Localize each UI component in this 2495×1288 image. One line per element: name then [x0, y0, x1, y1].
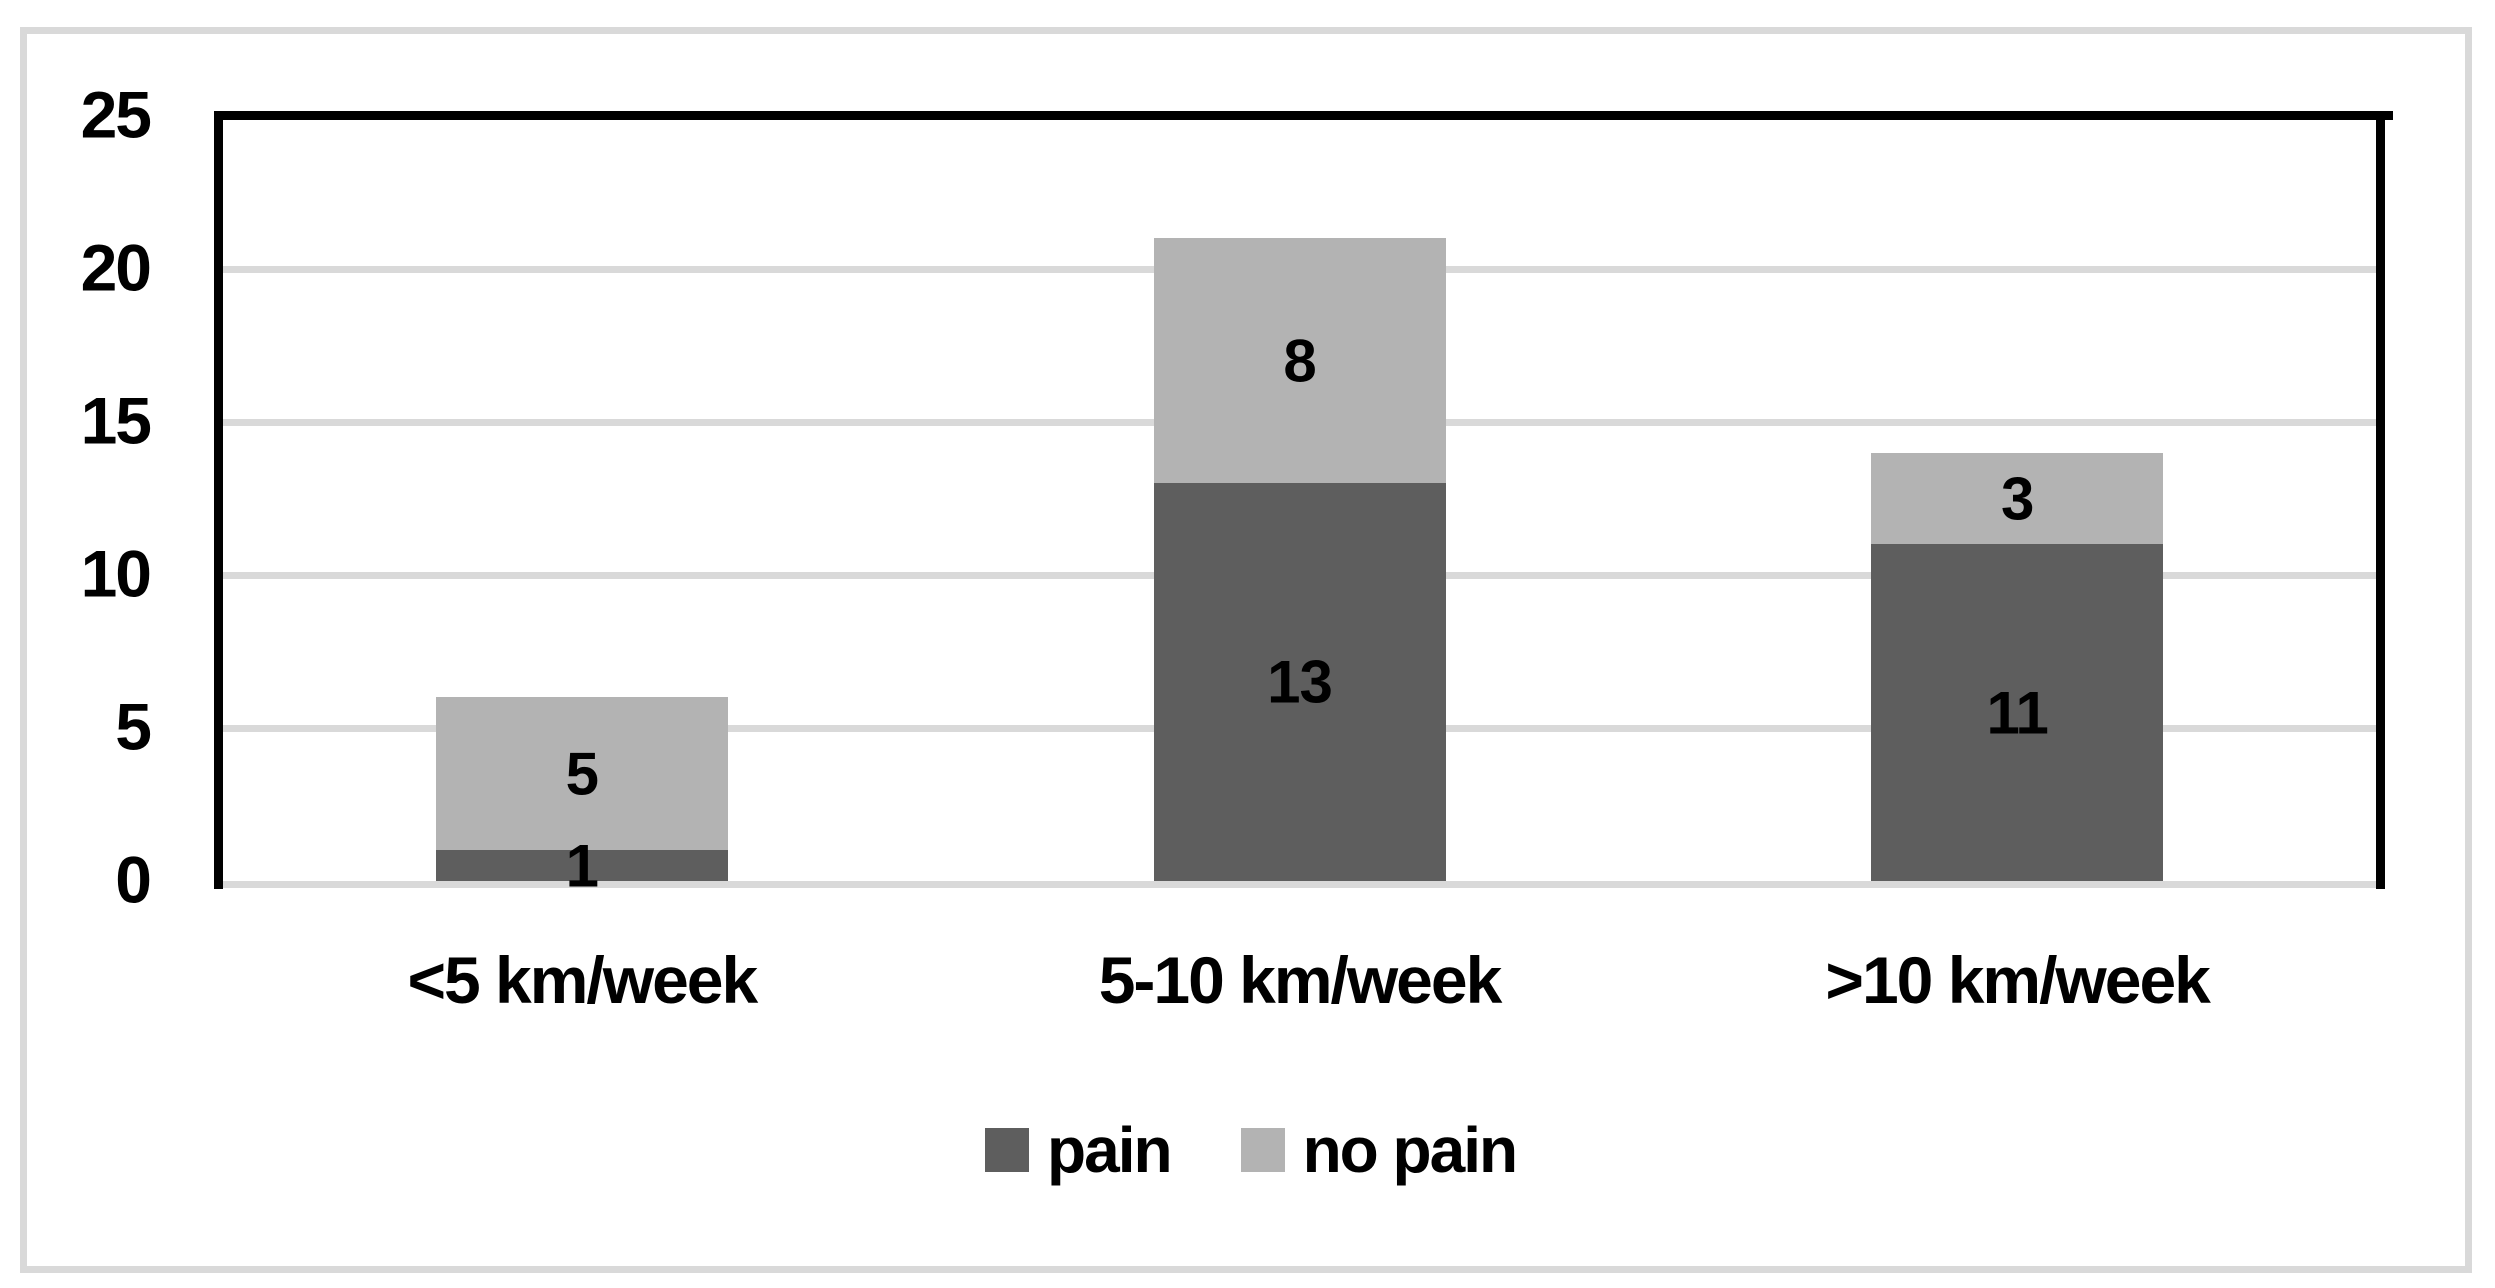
- legend-label-no-pain: no pain: [1302, 1114, 1519, 1186]
- no-pain-swatch-icon: [1240, 1128, 1285, 1172]
- legend-label-pain: pain: [1047, 1114, 1173, 1186]
- data-label-no-pain-0: 5: [565, 740, 599, 808]
- bar-segment-pain-2: [1871, 544, 2164, 881]
- plot-border-right: [2376, 111, 2385, 889]
- y-tick-label-0: 0: [115, 842, 152, 917]
- data-label-no-pain-2: 3: [2000, 465, 2034, 532]
- y-tick-label-25: 25: [80, 77, 152, 152]
- legend-item-pain: pain: [985, 1113, 1173, 1187]
- legend-item-no-pain: no pain: [1240, 1113, 1519, 1187]
- bar-segment-pain-0: [435, 850, 728, 881]
- x-tick-label-2: >10 km/week: [1825, 943, 2210, 1017]
- x-tick-label-0: <5 km/week: [407, 943, 758, 1017]
- bar-segment-no-pain-1: [1153, 238, 1446, 484]
- pain-swatch-icon: [985, 1128, 1029, 1172]
- y-tick-label-15: 15: [80, 383, 152, 458]
- data-label-pain-0: 1: [565, 832, 599, 900]
- plot-border-top: [214, 111, 2393, 120]
- bar-segment-pain-1: [1153, 483, 1446, 881]
- y-tick-label-10: 10: [80, 536, 152, 611]
- bar-segment-no-pain-2: [1871, 452, 2164, 545]
- bar-segment-no-pain-0: [435, 697, 728, 851]
- x-tick-label-1: 5-10 km/week: [1098, 943, 1503, 1017]
- gridline-y-0: [223, 881, 2385, 888]
- data-label-pain-2: 11: [1986, 679, 2048, 747]
- y-axis-line: [214, 111, 223, 889]
- y-tick-label-5: 5: [115, 689, 152, 764]
- chart-legend: pain no pain: [985, 1108, 1519, 1192]
- data-label-no-pain-1: 8: [1283, 327, 1316, 395]
- data-label-pain-1: 13: [1267, 648, 1333, 716]
- y-tick-label-20: 20: [80, 230, 152, 305]
